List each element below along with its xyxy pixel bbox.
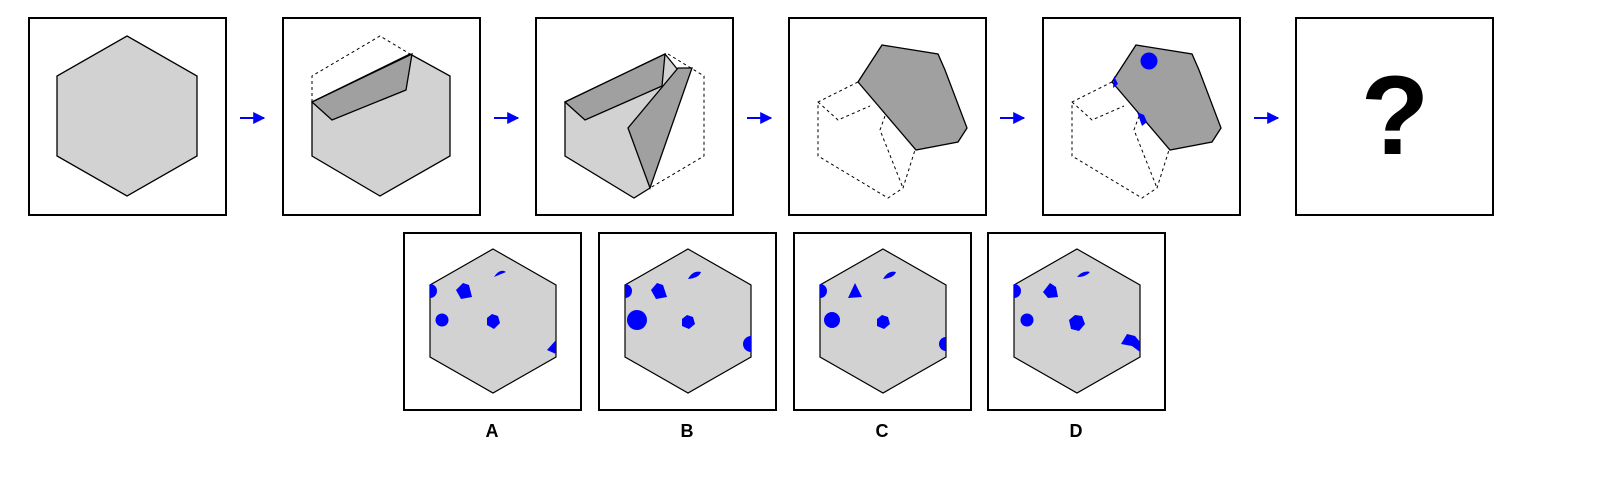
step-3-flap-1 (563, 52, 666, 121)
option-b-hole-circle (627, 310, 647, 330)
step-5-hole-2 (1113, 76, 1118, 88)
step-5-panel (1042, 17, 1241, 216)
option-a-label: A (486, 421, 499, 441)
step-4-fold-outline-1 (817, 81, 916, 199)
option-d-hole-edge-right (1121, 334, 1140, 352)
option-c-label: C (876, 421, 889, 441)
option-c-hole-edge-left (820, 284, 827, 298)
option-b[interactable]: B (598, 232, 777, 441)
option-b-label: B (681, 421, 694, 441)
option-d-label: D (1070, 421, 1083, 441)
step-5-hole-3 (1137, 112, 1147, 126)
option-a-hole-pentagon (456, 283, 472, 299)
step-4-fold-outline-2 (817, 101, 871, 121)
option-d-hole-center (1069, 315, 1085, 331)
option-a-hole-circle (435, 313, 449, 327)
option-a-hole-top (494, 270, 506, 277)
step-5-fold-outline-1 (1071, 81, 1170, 199)
step-5-fold-outline-2 (1071, 101, 1125, 121)
step-3-flap-2 (627, 67, 693, 190)
option-a[interactable]: A (403, 232, 582, 441)
option-d-hole-top (1077, 271, 1090, 277)
step-5-hole-1 (1140, 52, 1158, 70)
step-2-flap (310, 52, 413, 121)
option-b-hole-pentagon (651, 283, 667, 299)
step-4-fold-outline-3 (879, 115, 904, 189)
step-5-folded-stack (1111, 44, 1222, 151)
step-2-panel (282, 17, 481, 216)
option-c-hole-circle (824, 312, 840, 328)
option-d-hole-edge-left (1014, 284, 1021, 298)
option-c-hole-center (877, 315, 890, 329)
step-5-fold-outline-3 (1133, 115, 1158, 189)
option-c-hole-edge-right (939, 337, 946, 351)
step-3-panel (535, 17, 734, 216)
option-d-hole-pentagon (1043, 283, 1058, 298)
option-a-hole-edge-left (430, 284, 437, 298)
step-6-frame (1295, 17, 1494, 216)
step-2-fold-outline (311, 35, 411, 102)
step-4-panel (788, 17, 987, 216)
question-mark: ? (1361, 53, 1429, 178)
option-d[interactable]: D (987, 232, 1166, 441)
option-b-hole-edge-left (625, 284, 632, 298)
option-b-hole-center (682, 315, 695, 329)
option-c-hole-top (883, 271, 896, 279)
step-6-panel: ? (1295, 17, 1494, 216)
option-a-hole-center (487, 314, 500, 329)
step-1-panel (28, 17, 227, 216)
option-c[interactable]: C (793, 232, 972, 441)
option-c-hole-triangle (848, 283, 862, 298)
option-d-hole-circle (1020, 313, 1034, 327)
step-4-folded-stack (857, 44, 968, 151)
step-1-hexagon (56, 35, 198, 197)
option-b-hole-top (688, 271, 701, 279)
option-a-hole-edge-right (547, 340, 556, 354)
option-b-hole-edge-right (743, 336, 751, 352)
